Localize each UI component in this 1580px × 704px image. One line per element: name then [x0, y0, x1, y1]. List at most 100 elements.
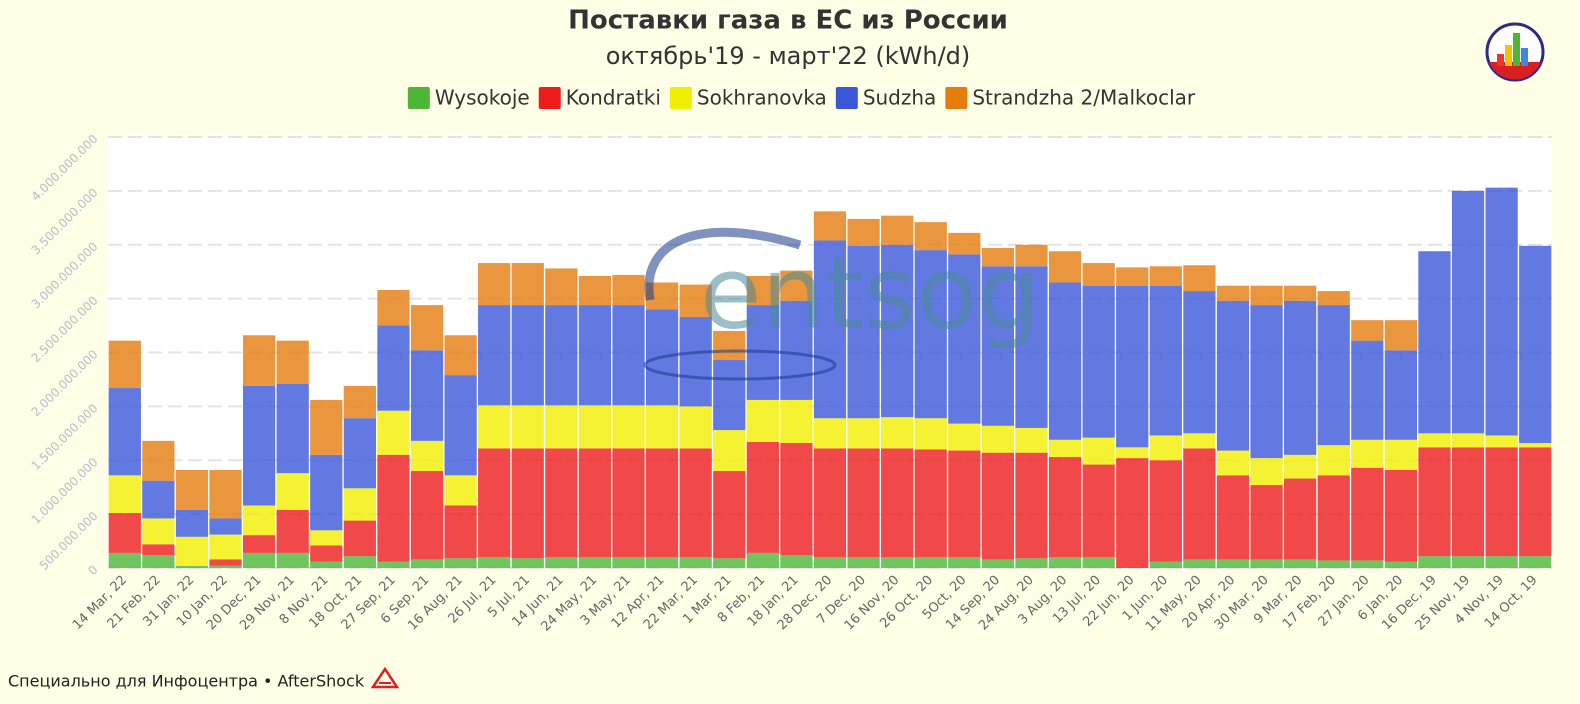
bar-segment [1485, 556, 1518, 568]
bar-segment [1183, 559, 1216, 568]
bar-segment [1116, 267, 1149, 286]
bar-segment [1048, 282, 1082, 440]
bar-segment [310, 561, 343, 568]
bar-segment [410, 471, 444, 560]
bar-segment [1351, 560, 1384, 568]
bar-segment [1351, 439, 1384, 468]
bar-segment [1519, 245, 1552, 444]
bar-segment [343, 385, 376, 419]
bar-segment [478, 557, 511, 568]
bar-segment [847, 448, 880, 558]
bar-segment [1351, 340, 1384, 440]
bar-segment [780, 443, 813, 556]
bar-segment [914, 557, 947, 568]
bar-segment [1250, 285, 1283, 306]
bar-segment [1317, 475, 1350, 561]
bar-segment [142, 518, 175, 545]
bar-segment [1082, 437, 1115, 465]
bar-segment [1082, 464, 1115, 558]
watermark: entsog [643, 227, 1041, 381]
bar-segment [410, 305, 444, 351]
bar-segment [377, 410, 410, 455]
bar-segment [645, 557, 679, 568]
bar-segment [981, 559, 1015, 568]
bar-segment [478, 263, 511, 306]
bar-segment [612, 448, 645, 558]
bar-segment [713, 360, 746, 431]
legend-label: Strandzha 2/Malkoclar [972, 86, 1196, 110]
bar-segment [377, 561, 410, 568]
legend-swatch [945, 87, 968, 109]
bar-segment [1317, 560, 1350, 568]
watermark-arc [644, 227, 802, 301]
bar-segment [847, 245, 880, 419]
bar-segment [545, 305, 578, 406]
bar-segment [377, 290, 410, 326]
bar-segment [1317, 445, 1350, 476]
bar-segment [1216, 300, 1250, 451]
bar-segment [1384, 469, 1418, 562]
bar-segment [242, 385, 276, 506]
bar-segment [310, 545, 343, 562]
bar-segment [1317, 291, 1350, 306]
bar-segment [746, 441, 779, 553]
bar-segment [780, 555, 813, 568]
legend-label: Wysokoje [435, 86, 530, 110]
legend: Wysokoje Kondratki Sokhranovka Sudzha Strand… [407, 86, 1196, 110]
bar-segment [511, 263, 544, 306]
bar-segment [276, 383, 309, 474]
bar-segment [847, 418, 880, 449]
bar-segment [175, 509, 209, 537]
legend-label: Kondratki [566, 86, 661, 110]
bar-segment [948, 254, 981, 424]
bar-segment [108, 513, 141, 553]
chart-subtitle: октябрь'19 - март'22 (kWh/d) [606, 42, 971, 70]
logo-bar [1497, 54, 1504, 66]
bar-segment [1250, 458, 1283, 486]
bar-segment [981, 247, 1015, 267]
bar-segment [746, 552, 779, 568]
bar-segment [1048, 251, 1082, 283]
bar-segment [713, 330, 746, 361]
watermark-ellipse [643, 349, 837, 381]
legend-label: Sudzha [863, 86, 937, 110]
bar-segment [310, 530, 343, 546]
footer-icon [370, 666, 400, 689]
bar-segment [142, 555, 175, 568]
bar-segment [276, 473, 309, 510]
bar-segment [444, 505, 477, 559]
bar-segment [1384, 439, 1418, 470]
bar-segment [914, 449, 947, 558]
bar-segment [981, 452, 1015, 560]
bar-segment [1116, 458, 1149, 568]
bar-segment [242, 535, 276, 553]
bar-segment [1485, 435, 1518, 448]
bar-segment [343, 556, 376, 568]
bar-segment [1015, 244, 1048, 267]
bar-segment [377, 325, 410, 411]
bar-segment [142, 440, 175, 481]
logo [1485, 22, 1545, 82]
bar-segment [1116, 447, 1149, 459]
bar-segment [1250, 559, 1283, 568]
bar-segment [377, 454, 410, 562]
bar-segment [175, 536, 209, 566]
bar-segment [1418, 433, 1451, 448]
bar-segment [612, 557, 645, 568]
bar-segment [1183, 448, 1216, 560]
bar-segment [713, 558, 746, 568]
bar-segment [578, 448, 612, 558]
bar-segment [410, 440, 444, 472]
bars [108, 187, 1552, 568]
bar-segment [1149, 561, 1182, 568]
bar-segment [209, 565, 242, 568]
bar-segment [242, 552, 276, 568]
watermark-text: entsog [700, 234, 1041, 351]
bar-segment [310, 399, 343, 455]
chart-title: Поставки газа в ЕС из России [568, 6, 1008, 36]
bar-segment [881, 215, 914, 245]
bar-segment [713, 471, 746, 559]
bar-segment [511, 448, 544, 559]
bar-segment [1451, 433, 1485, 448]
